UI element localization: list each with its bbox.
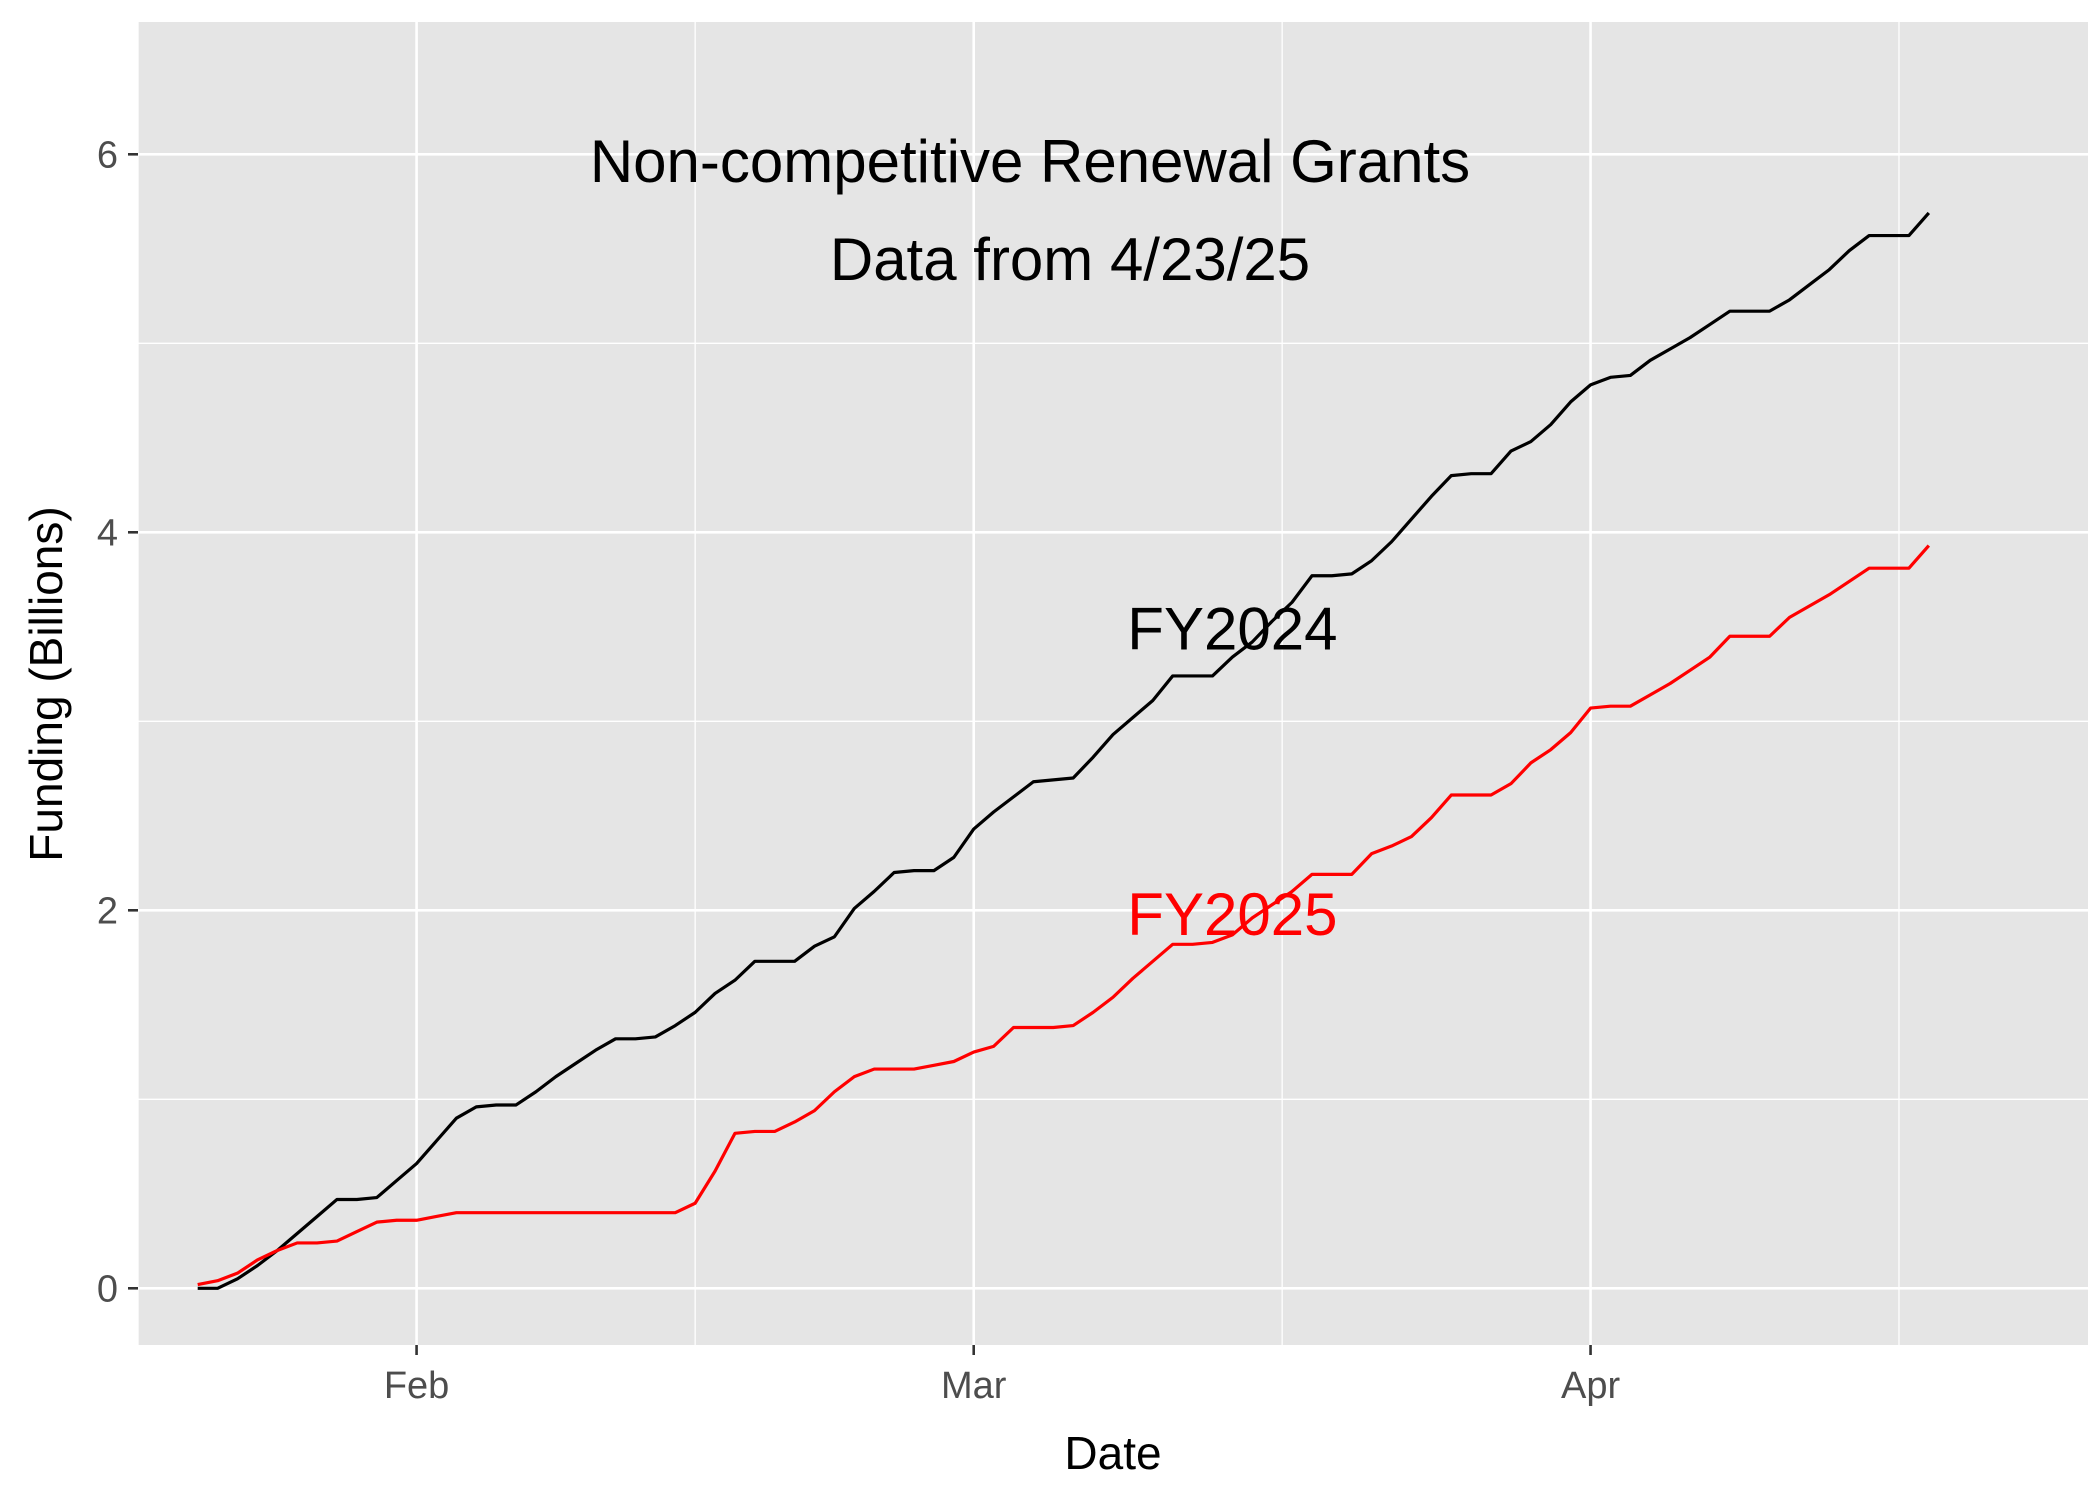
y-tick-label: 6	[97, 134, 118, 176]
y-tick-label: 2	[97, 890, 118, 932]
y-tick-label: 4	[97, 512, 118, 554]
x-tick-label: Feb	[384, 1365, 449, 1407]
series-layer	[197, 211, 1931, 1290]
series-line-fy2025	[197, 544, 1931, 1287]
plot-panel	[138, 22, 2088, 1345]
chart-title: Non-competitive Renewal Grants	[590, 128, 1470, 195]
y-axis: 0 2 4 6	[97, 134, 138, 1310]
annotation-fy2025-label: FY2025	[1127, 881, 1337, 948]
annotation-fy2024-label: FY2024	[1127, 596, 1337, 663]
chart-subtitle: Data from 4/23/25	[830, 226, 1310, 293]
major-gridlines	[138, 22, 2088, 1345]
y-tick-label: 0	[97, 1268, 118, 1310]
x-tick-label: Apr	[1561, 1365, 1620, 1407]
x-tick-label: Mar	[941, 1365, 1007, 1407]
x-axis-title: Date	[1064, 1427, 1161, 1479]
series-line-fy2024	[197, 211, 1931, 1290]
minor-gridlines	[137, 22, 2088, 1345]
y-axis-title: Funding (Billions)	[20, 506, 72, 861]
x-axis: Feb Mar Apr	[384, 1345, 1620, 1407]
